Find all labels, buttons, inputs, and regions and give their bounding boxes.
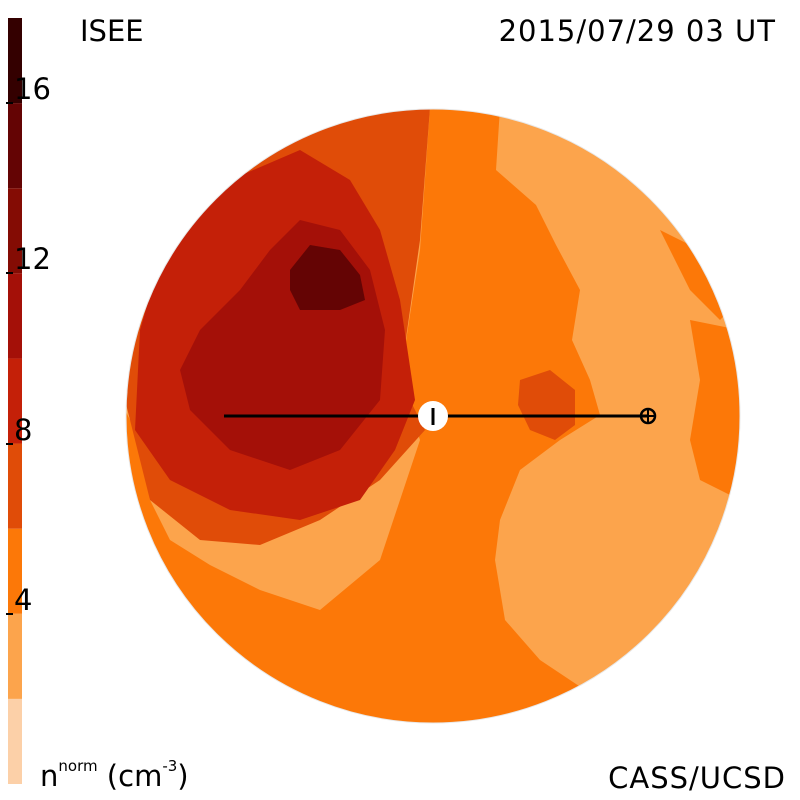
colorbar-bin xyxy=(8,698,22,784)
colorbar-tick-label: 8 xyxy=(14,412,33,447)
colorbar-tick-mark xyxy=(6,612,13,615)
colorbar-tick-mark xyxy=(6,272,13,275)
contour-level-12-14 xyxy=(290,245,365,310)
colorbar-bin xyxy=(8,18,22,104)
colorbar-bin xyxy=(8,528,22,614)
units-label: nnorm (cm-3) xyxy=(40,757,189,793)
colorbar-bin xyxy=(8,358,22,444)
contour-level-6-8b xyxy=(518,370,575,440)
colorbar-tick-label: 16 xyxy=(14,72,51,107)
colorbar-bin xyxy=(8,613,22,699)
disk-outline xyxy=(125,108,741,724)
earth-icon xyxy=(639,407,657,425)
timestamp: 2015/07/29 03 UT xyxy=(498,14,776,48)
colorbar-bin xyxy=(8,103,22,189)
contour-level-4-6 xyxy=(126,109,620,723)
instrument-title: ISEE xyxy=(80,14,144,48)
colorbar-tick-mark xyxy=(6,442,13,445)
colorbar-tick-mark xyxy=(6,102,13,105)
colorbar-tick-label: 12 xyxy=(14,242,51,277)
contour-level-4-6b xyxy=(690,320,740,500)
colorbar-bin xyxy=(8,273,22,359)
colorbar xyxy=(8,18,22,784)
colorbar-bin xyxy=(8,443,22,529)
colorbar-bin xyxy=(8,188,22,274)
credit-label: CASS/UCSD xyxy=(608,761,786,795)
colorbar-tick-label: 4 xyxy=(14,582,33,617)
sun-icon xyxy=(418,401,448,431)
